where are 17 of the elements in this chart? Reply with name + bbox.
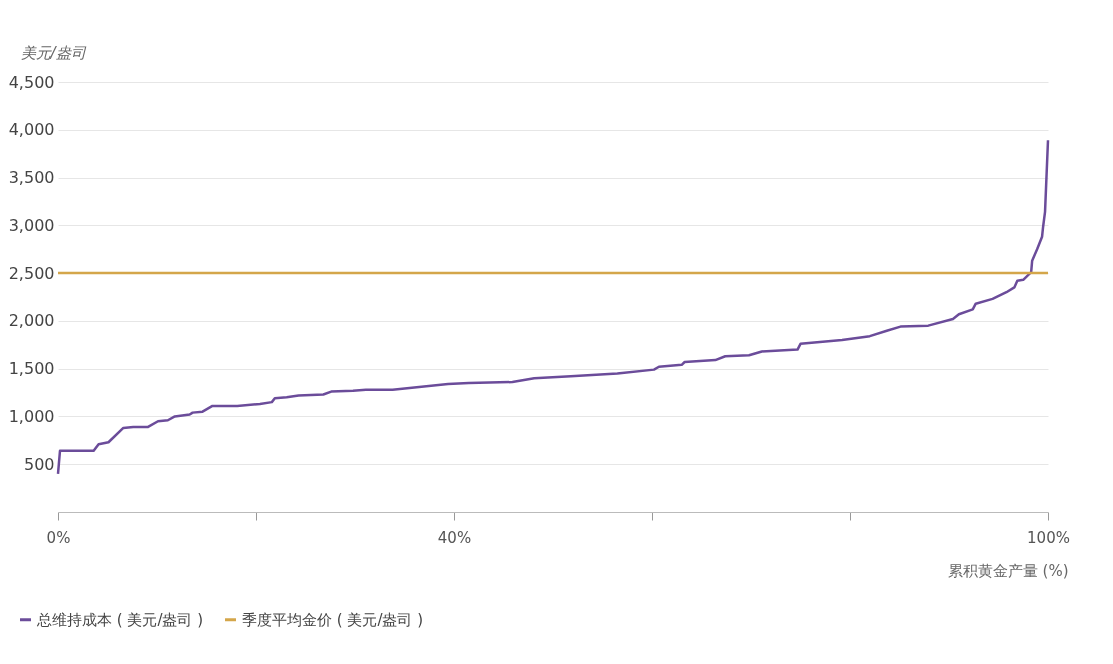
x-tick-label: 40% [437, 528, 472, 547]
y-tick-label: 4,000 [8, 120, 55, 140]
y-tick-label: 500 [23, 454, 55, 474]
y-tick-label: 1,500 [8, 359, 55, 379]
y-tick-label: 2,000 [8, 311, 55, 331]
legend-label: 季度平均金价 ( 美元/盎司 ) [242, 610, 424, 629]
y-axis-title: 美元/盎司 [20, 43, 87, 62]
y-tick-label: 3,000 [8, 215, 55, 235]
y-tick-label: 4,500 [8, 72, 55, 92]
x-tick-label: 0% [46, 528, 71, 547]
line-series [56, 139, 1050, 476]
y-tick-label: 3,500 [8, 168, 55, 188]
y-tick-label: 1,000 [8, 406, 55, 426]
legend-label: 总维持成本 ( 美元/盎司 ) [36, 610, 204, 629]
y-tick-label: 2,500 [8, 263, 55, 283]
x-tick-label: 100% [1027, 528, 1070, 547]
x-axis-title: 累积黄金产量 (%) [947, 561, 1069, 580]
